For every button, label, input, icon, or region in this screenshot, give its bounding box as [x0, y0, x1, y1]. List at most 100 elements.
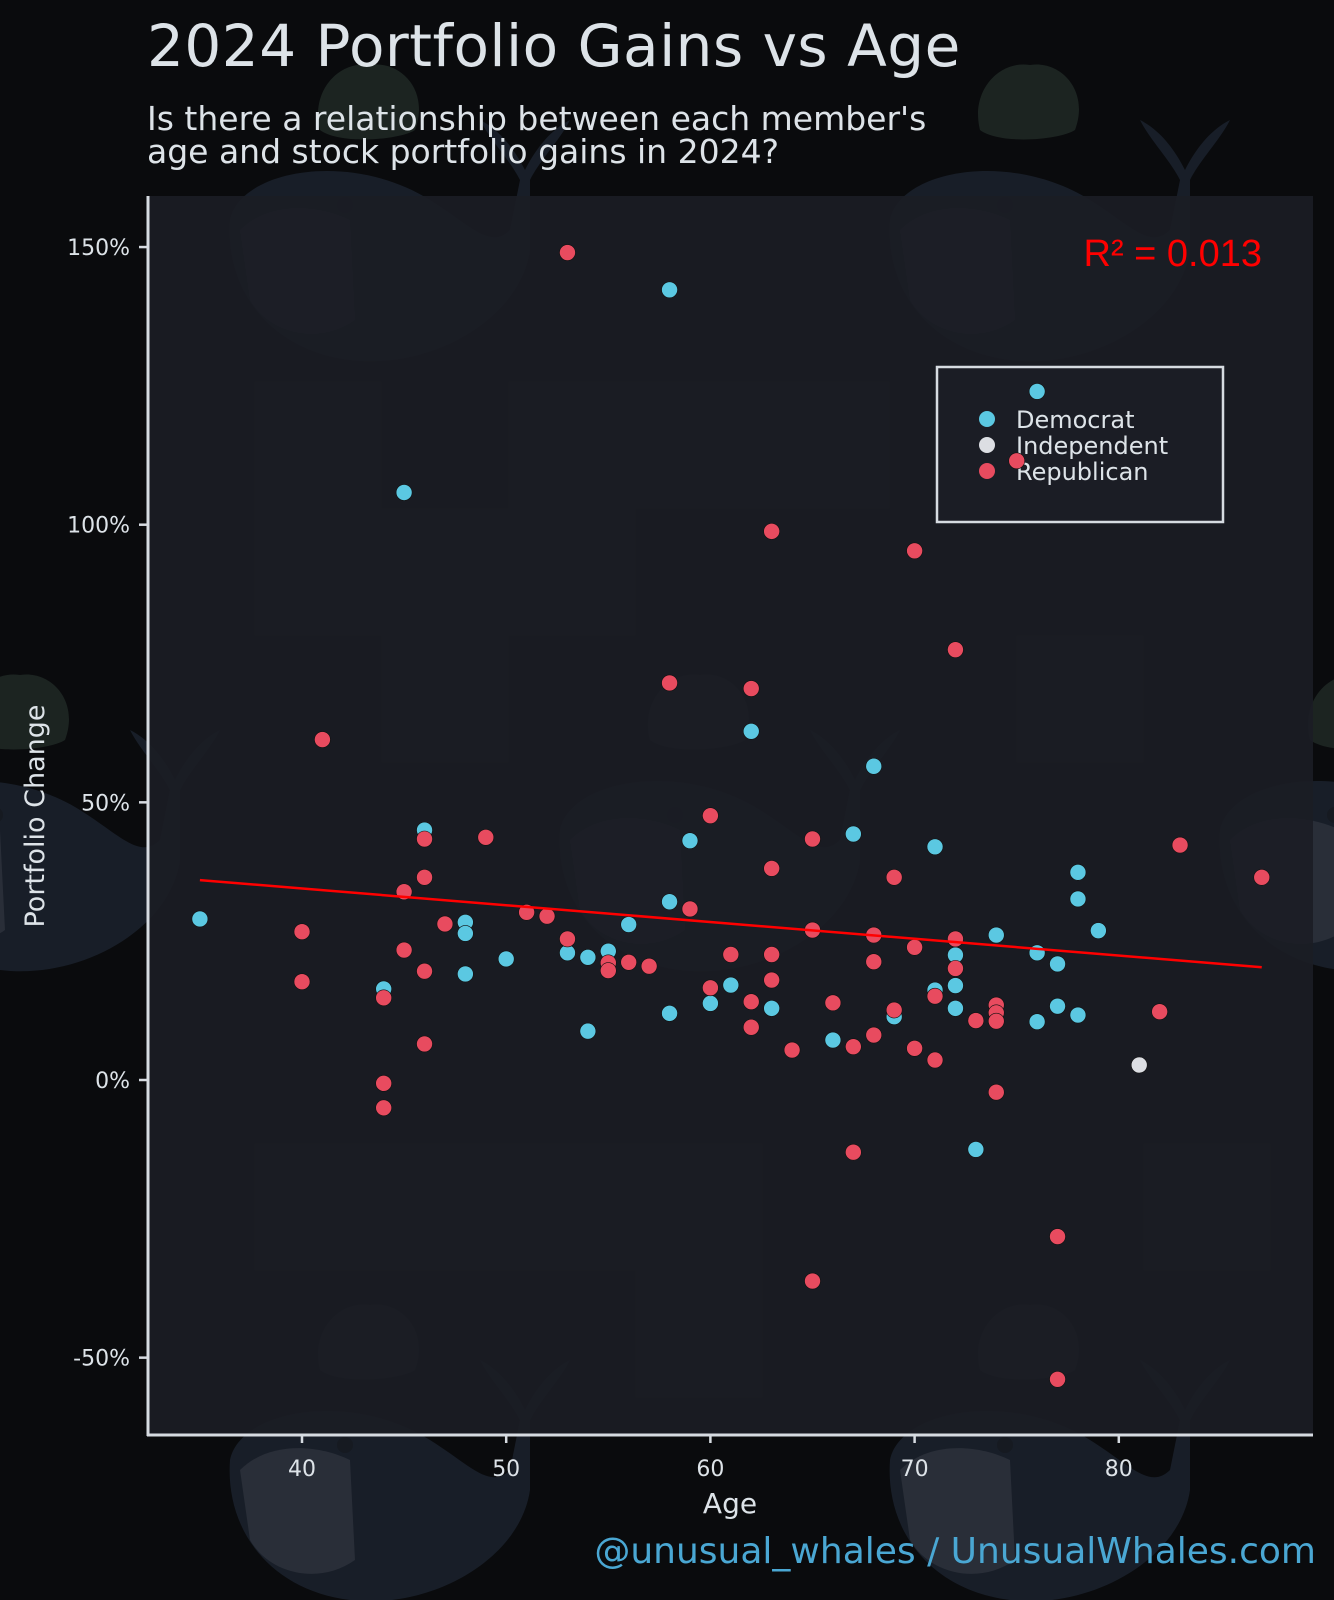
x-tick-label: 80 — [1105, 1457, 1133, 1482]
data-point-republican — [375, 989, 392, 1007]
data-point-republican — [865, 953, 883, 971]
data-point-republican — [640, 957, 658, 975]
x-tick-label: 60 — [696, 1457, 724, 1482]
x-tick-label: 70 — [901, 1457, 929, 1482]
data-point-republican — [845, 1143, 862, 1161]
chart-title: 2024 Portfolio Gains vs Age — [147, 12, 961, 80]
data-point-republican — [763, 860, 780, 877]
data-point-republican — [906, 1040, 923, 1057]
overlay-data-points — [1008, 383, 1046, 470]
data-point-republican — [742, 1018, 760, 1036]
y-axis-title: Portfolio Change — [20, 704, 51, 927]
data-point-republican — [661, 674, 678, 692]
data-point-democrat — [681, 832, 699, 849]
x-tick-label: 50 — [492, 1457, 520, 1482]
data-point-democrat — [579, 948, 597, 966]
data-point-democrat — [1049, 997, 1066, 1015]
data-point-democrat — [947, 977, 964, 994]
y-tick-label: 150% — [67, 236, 130, 261]
data-point-republican — [885, 869, 903, 886]
data-point-republican — [375, 1075, 392, 1092]
data-point-democrat — [457, 965, 474, 983]
data-point-democrat — [947, 1000, 964, 1017]
data-point-republican — [1151, 1003, 1168, 1020]
data-point-republican — [845, 1038, 862, 1055]
legend-independent-swatch — [979, 437, 995, 453]
data-point-democrat — [865, 757, 883, 775]
data-point-democrat — [845, 825, 862, 843]
data-point-republican — [477, 829, 495, 846]
data-point-democrat — [497, 950, 515, 968]
data-point-democrat — [1028, 383, 1046, 400]
data-point-republican — [1253, 869, 1271, 886]
data-point-democrat — [742, 722, 760, 740]
data-point-republican — [559, 930, 576, 948]
data-point-democrat — [702, 995, 719, 1012]
data-point-republican — [416, 830, 433, 848]
data-point-republican — [1171, 836, 1189, 854]
data-point-republican — [702, 807, 719, 824]
data-point-republican — [722, 946, 740, 963]
data-point-republican — [783, 1041, 801, 1059]
data-point-republican — [293, 923, 311, 941]
data-point-republican — [885, 1001, 903, 1019]
data-point-republican — [926, 1051, 944, 1069]
data-point-democrat — [1028, 1013, 1046, 1030]
data-point-democrat — [395, 484, 413, 501]
x-axis-title: Age — [703, 1487, 757, 1520]
data-point-democrat — [967, 1141, 985, 1158]
data-point-democrat — [926, 838, 944, 856]
data-point-republican — [987, 1083, 1005, 1101]
data-point-republican — [824, 994, 842, 1012]
data-point-republican — [987, 1012, 1005, 1030]
legend-democrat-label: Democrat — [1016, 406, 1135, 434]
legend-republican-swatch — [979, 463, 995, 479]
data-point-republican — [681, 900, 699, 918]
data-point-republican — [620, 953, 638, 971]
data-point-republican — [1049, 1371, 1066, 1388]
axes: 40 50 60 70 80 -50% 0% 50% 100% 150% — [67, 196, 1313, 1482]
data-point-republican — [742, 680, 760, 697]
data-point-republican — [1008, 452, 1026, 470]
data-point-republican — [947, 960, 964, 977]
data-point-republican — [559, 244, 576, 261]
data-points — [191, 244, 1271, 1388]
data-point-democrat — [191, 910, 209, 928]
data-point-republican — [906, 542, 923, 560]
legend-independent-label: Independent — [1016, 432, 1168, 460]
data-point-democrat — [661, 893, 678, 911]
data-point-democrat — [1069, 890, 1087, 908]
data-point-democrat — [1069, 1006, 1087, 1024]
subtitle-line-1: Is there a relationship between each mem… — [147, 99, 927, 138]
data-point-republican — [804, 1272, 821, 1290]
data-point-democrat — [722, 976, 740, 994]
data-point-democrat — [1049, 955, 1066, 973]
legend-republican-label: Republican — [1016, 458, 1149, 486]
data-point-republican — [926, 987, 944, 1005]
data-point-republican — [804, 830, 821, 848]
data-point-republican — [599, 962, 617, 979]
data-point-democrat — [824, 1031, 842, 1049]
footer-credit: @unusual_whales / UnusualWhales.com — [594, 1531, 1316, 1572]
data-point-republican — [314, 731, 331, 748]
data-point-independent — [1130, 1056, 1148, 1074]
y-tick-label: -50% — [73, 1347, 130, 1372]
subtitle-line-2: age and stock portfolio gains in 2024? — [147, 132, 780, 171]
data-point-democrat — [457, 925, 474, 942]
data-point-republican — [865, 1026, 883, 1044]
data-point-democrat — [579, 1022, 597, 1040]
y-tick-label: 100% — [67, 514, 130, 539]
data-point-democrat — [620, 916, 638, 933]
data-point-democrat — [1090, 922, 1107, 939]
data-point-republican — [947, 641, 964, 658]
data-point-democrat — [763, 1000, 780, 1017]
chart-subtitle: Is there a relationship between each mem… — [147, 102, 1147, 168]
data-point-republican — [763, 971, 780, 989]
data-point-democrat — [987, 926, 1005, 944]
data-point-republican — [1049, 1228, 1066, 1245]
data-point-republican — [538, 907, 556, 925]
data-point-republican — [293, 973, 311, 991]
data-point-republican — [436, 915, 454, 933]
y-tick-label: 50% — [81, 791, 130, 816]
